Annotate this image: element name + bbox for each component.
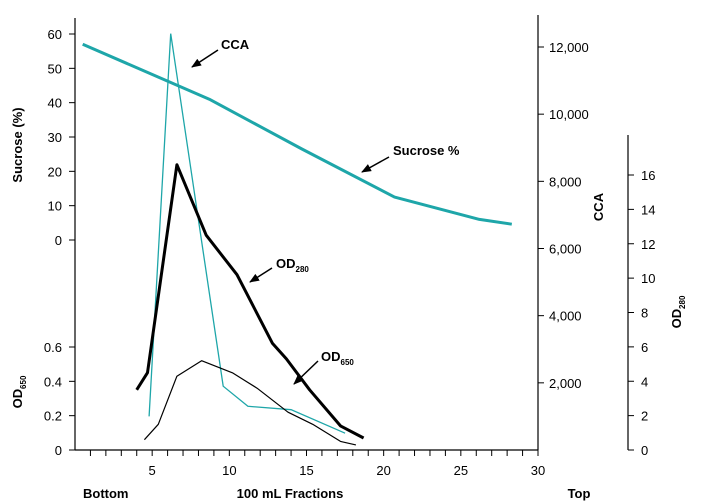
od650-axis-tick-label: 0 [55,443,62,458]
cca-axis-tick-label: 4,000 [549,309,582,324]
x-axis-left-label: Bottom [83,486,129,501]
cca-axis-tick-label: 12,000 [549,40,589,55]
cca-axis-ticks: 2,000 4,000 6,000 8,000 10,000 12,000 [538,40,589,391]
od650-axis-title: OD650 [10,375,28,408]
cca-axis-tick-label: 8,000 [549,174,582,189]
annotation-cca-label: CCA [221,37,250,52]
od280-axis-tick-label: 12 [641,237,655,252]
x-axis-tick-label: 15 [299,463,313,478]
annotation-cca-arrow [191,49,219,68]
cca-axis-tick-label: 10,000 [549,107,589,122]
sucrose-axis-tick-label: 30 [48,130,62,145]
x-axis-tick-label: 10 [222,463,236,478]
annotation-sucrose-label: Sucrose % [393,143,460,158]
od650-axis-tick-label: 0.2 [44,409,62,424]
series-layer [82,33,513,446]
sucrose-axis-tick-label: 10 [48,199,62,214]
sucrose-axis-tick-label: 60 [48,27,62,42]
od280-axis-tick-label: 8 [641,306,648,321]
sucrose-axis-tick-label: 20 [48,164,62,179]
annotation-od280-label: OD280 [276,256,309,274]
sucrose-axis-tick-label: 0 [55,233,62,248]
sucrose-axis-tick-label: 40 [48,96,62,111]
series-line-od280 [135,163,365,440]
od280-axis-tick-label: 16 [641,168,655,183]
annotation-sucrose-arrow [361,156,390,173]
x-axis-tick-label: 20 [376,463,390,478]
od280-axis-ticks: 0 2 4 6 8 10 12 14 16 [628,168,655,458]
series-line-od650 [143,360,357,446]
cca-axis-title: CCA [591,192,606,221]
annotation-cca: CCA [191,37,250,68]
annotation-od280: OD280 [249,256,309,283]
od650-axis-ticks: 0 0.2 0.4 0.6 [44,340,75,458]
annotation-od280-arrow [249,267,273,283]
x-axis-tick-label: 30 [531,463,545,478]
od280-axis-tick-label: 0 [641,443,648,458]
od280-axis-title: OD280 [669,295,687,328]
series-line-sucrose [82,42,513,226]
od280-axis-tick-label: 4 [641,374,648,389]
annotation-od650-arrow [293,360,319,385]
x-axis-ticks: 5 10 15 20 25 30 [89,450,545,478]
annotation-od650: OD650 [293,349,354,385]
x-axis-right-label: Top [568,486,591,501]
od650-axis-tick-label: 0.4 [44,374,62,389]
x-axis-tick-label: 5 [149,463,156,478]
annotation-od650-label: OD650 [321,349,354,367]
od280-axis-tick-label: 2 [641,409,648,424]
od280-axis-tick-label: 14 [641,202,655,217]
od280-axis-tick-label: 6 [641,340,648,355]
annotation-sucrose: Sucrose % [361,143,460,173]
x-axis-tick-label: 25 [454,463,468,478]
od280-axis-tick-label: 10 [641,271,655,286]
sucrose-axis-ticks: 0 10 20 30 40 50 60 [48,27,75,248]
x-axis-title: 100 mL Fractions [237,486,344,501]
series-line-cca [148,33,346,434]
cca-axis-tick-label: 2,000 [549,376,582,391]
sucrose-axis-tick-label: 50 [48,61,62,76]
cca-axis-tick-label: 6,000 [549,242,582,257]
sucrose-axis-title: Sucrose (%) [10,107,25,182]
od650-axis-tick-label: 0.6 [44,340,62,355]
